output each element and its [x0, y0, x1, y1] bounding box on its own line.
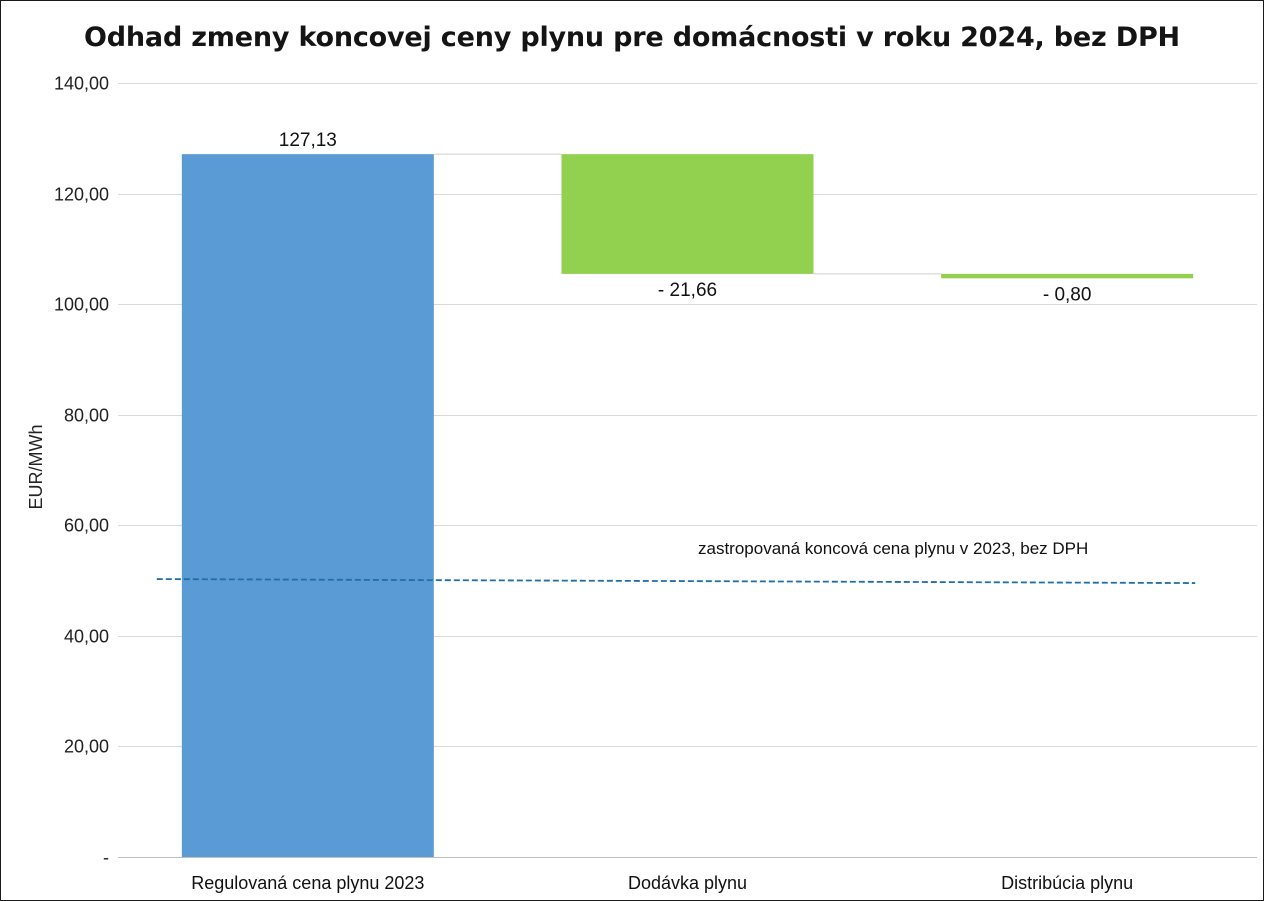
x-tick-label: Regulovaná cena plynu 2023 [191, 873, 424, 893]
data-label: - 21,66 [658, 280, 717, 301]
data-label: 127,13 [279, 130, 337, 151]
y-tick-label: 140,00 [54, 74, 109, 94]
y-tick-label: 120,00 [54, 185, 109, 205]
y-tick-label: 20,00 [64, 737, 109, 757]
bar-decrease [561, 154, 814, 274]
reference-line [156, 578, 1196, 584]
bar-decrease [941, 273, 1194, 279]
y-tick-label: 80,00 [64, 406, 109, 426]
chart-title: Odhad zmeny koncovej ceny plynu pre domá… [84, 22, 1180, 53]
y-tick-label: 40,00 [64, 627, 109, 647]
axes: - 20,00 40,00 60,00 80,00 100,00 120,00 140,00 R… [54, 74, 1133, 894]
reference-line-group: zastropovaná koncová cena plynu v 2023, … [156, 532, 1196, 584]
y-axis-title: EUR/MWh [26, 425, 46, 510]
data-label: - 0,80 [1043, 284, 1092, 305]
y-tick-label: - [103, 848, 109, 868]
y-tick-label: 60,00 [64, 516, 109, 536]
x-tick-label: Distribúcia plynu [1001, 873, 1133, 893]
reference-line-label: zastropovaná koncová cena plynu v 2023, … [698, 539, 1088, 558]
bar-total [181, 154, 434, 857]
x-tick-label: Dodávka plynu [628, 873, 747, 893]
data-labels: 127,13 - 21,66 - 0,80 [279, 130, 1092, 305]
bars [181, 153, 1194, 857]
reference-label-bg [690, 532, 1164, 561]
y-tick-label: 100,00 [54, 295, 109, 315]
